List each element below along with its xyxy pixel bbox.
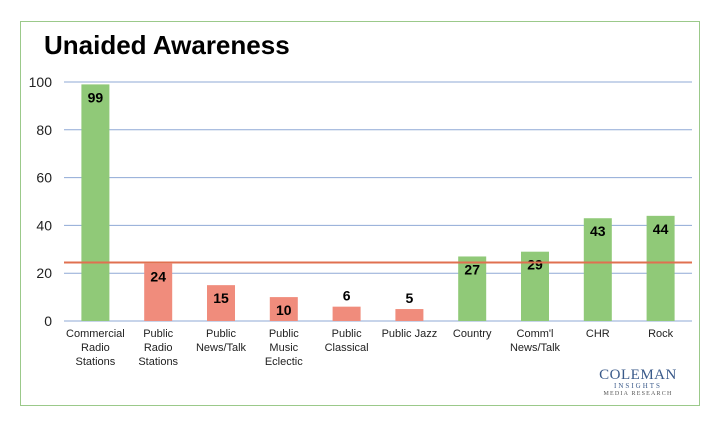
- bar: [269, 297, 298, 321]
- x-tick-label: Rock: [648, 328, 674, 340]
- data-label: 15: [213, 290, 229, 306]
- data-label: 44: [653, 221, 669, 237]
- x-tick-label: Public Music Eclectic: [265, 328, 303, 368]
- bar: [583, 218, 612, 321]
- y-tick-label: 40: [36, 217, 52, 233]
- x-tick-label: CHR: [586, 328, 610, 340]
- bar: [646, 215, 675, 321]
- slide-frame: [20, 21, 700, 406]
- x-tick-label: Public Jazz: [382, 328, 438, 340]
- y-tick-label: 20: [36, 265, 52, 281]
- logo-line-2: INSIGHTS: [614, 382, 662, 390]
- logo-line-1: COLEMAN: [599, 367, 677, 383]
- logo-line-3: MEDIA RESEARCH: [603, 391, 673, 397]
- data-label: 27: [464, 261, 480, 277]
- data-label: 43: [590, 223, 606, 239]
- bar: [81, 84, 110, 321]
- y-tick-label: 80: [36, 122, 52, 138]
- data-label: 10: [276, 302, 292, 318]
- bar: [332, 306, 361, 321]
- bar: [207, 285, 235, 321]
- chart-title: Unaided Awareness: [44, 30, 290, 60]
- x-tick-label: Country: [453, 328, 492, 340]
- data-label: 29: [527, 257, 543, 273]
- bar: [458, 256, 487, 321]
- bar: [144, 263, 173, 321]
- x-tick-label: Comm'l News/Talk: [510, 328, 561, 354]
- y-tick-label: 100: [29, 74, 53, 90]
- x-tick-label: Commercial Radio Stations: [66, 328, 125, 368]
- data-label: 99: [88, 89, 104, 105]
- y-tick-label: 60: [36, 170, 52, 186]
- x-tick-label: Public Classical: [325, 328, 369, 354]
- data-label: 6: [343, 288, 351, 304]
- bar: [395, 309, 424, 321]
- x-tick-label: Public News/Talk: [196, 328, 247, 354]
- data-label: 24: [150, 269, 166, 285]
- x-tick-label: Public Radio Stations: [138, 328, 178, 368]
- y-tick-label: 0: [44, 313, 52, 329]
- coleman-insights-logo: COLEMAN INSIGHTS MEDIA RESEARCH: [598, 368, 678, 398]
- data-label: 5: [406, 290, 414, 306]
